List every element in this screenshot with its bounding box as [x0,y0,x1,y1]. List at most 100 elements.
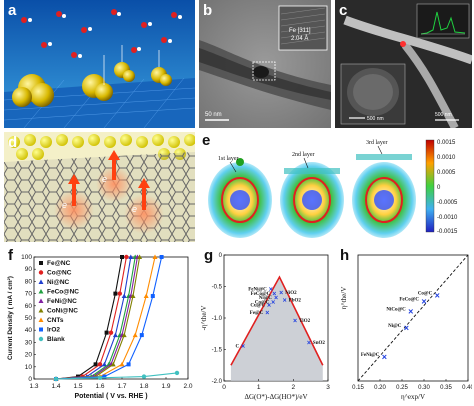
data-point-IrO2 [150,294,155,299]
volcano-fill [230,277,323,381]
inset-spacing-label: 2.04 Å [291,35,308,42]
zoom-box [252,61,276,81]
panel-c-spectrum-inset [416,3,470,39]
y-axis-label: -η^the/V [200,306,208,331]
legend-marker-Ni@NC [38,279,44,284]
series-line-Blank [55,372,178,380]
point-label-NiO2: NiO2 [285,291,297,296]
data-point-CoNi@NC [130,293,136,299]
legend-label-CNTs: CNTs [47,317,64,324]
y-tick-label: 40 [25,327,33,334]
colorbar-ticks: 0.0015 0.0010 0.0005 0 -0.0005 -0.0010 -… [437,140,458,235]
x-tick-label: 1.7 [117,383,126,390]
chart-g: 0 1 2 3 0 -0.5 -1.0 -1.5 -2.0 ΔG(O*)-ΔG(HO*)/eV -η… [200,253,330,401]
y-tick-label: -1.5 [212,348,223,354]
data-point-CoNi@NC [121,332,127,338]
point-label-Cu@C: Cu@C [250,303,265,308]
legend-marker-Fe@NC [39,261,43,265]
data-point-Fe@NC [113,291,118,296]
data-point-FeNi@C: × [382,352,387,362]
panel-a: a [4,0,195,128]
data-point-Fe@NC [120,255,124,259]
y-tick-label: 30 [25,339,33,346]
panel-f-label: f [8,247,13,264]
legend-label-Ni@NC: Ni@NC [47,279,70,286]
data-point-PbO2: × [283,297,287,304]
svg-text:0: 0 [437,185,441,191]
panel-d-label: d [8,134,18,151]
point-label-FeNi@C: FeNi@C [248,288,267,293]
x-axis-label: η^exp/V [401,393,425,401]
scale-bar-label: 50 nm [205,112,222,118]
x-axis-label: ΔG(O*)-ΔG(HO*)/eV [244,393,307,401]
y-tick-label: 70 [25,291,33,298]
cluster-layer-3 [352,154,416,238]
x-tick-label: 1.8 [139,383,148,390]
panel-a-scene [4,0,195,128]
data-point-Ni@NC [121,293,127,299]
x-tick-label: 0.25 [396,385,408,391]
x-tick-label: 0.20 [374,385,386,391]
x-axis-label: Potential ( V vs. RHE ) [74,393,147,400]
x-tick-label: 0.35 [440,385,452,391]
svg-text:0.0010: 0.0010 [437,155,456,161]
data-point-Co@NC [108,330,114,335]
data-point-IrO2 [159,255,164,259]
data-point-Co@NC [124,254,129,260]
data-point-Co@C: × [271,299,275,306]
x-tick-label: 1.9 [161,383,170,390]
panel-b-label: b [203,2,213,19]
svg-text:-0.0005: -0.0005 [437,200,458,206]
data-point-CNTs [119,361,125,367]
inset-scale-label: 500 nm [367,116,384,122]
x-tick-label: 0.30 [418,385,430,391]
data-point-Fe@NC [104,330,109,335]
data-point-Fe@C: × [265,310,269,317]
data-point-Fe@NC [93,362,98,367]
data-point-NiO2: × [279,290,283,297]
electron-label-1: e [102,174,107,184]
data-point-Ni@C: × [404,323,409,333]
panel-e-label: e [202,132,211,149]
panel-c-label: c [339,2,348,19]
x-tick-label: 3 [326,384,330,391]
data-point-IrO2 [102,374,107,379]
point-label-PbO2: PbO2 [289,298,302,303]
layer-label-2: 2nd layer [292,152,315,158]
legend-marker-IrO2 [39,327,43,332]
point-label-TiO2: TiO2 [299,319,311,324]
point-label-C: C [235,344,239,349]
data-point-CNTs [143,293,149,299]
data-point-Ni@C: × [274,295,278,302]
gold-clusters [12,62,172,107]
panel-d-scene: e e e [4,132,195,242]
volcano-line [230,275,324,366]
legend-marker-FeCo@NC [38,289,44,294]
data-point-CoNi@NC [110,361,116,367]
electron-label-2: e [62,200,67,210]
legend-label-IrO2: IrO2 [47,327,60,334]
legend-label-Fe@NC: Fe@NC [47,260,71,267]
point-label-Ni@C: Ni@C [259,296,273,301]
panel-h: 0.150.200.250.300.350.40η^exp/Vη^the/V×F… [336,245,472,406]
svg-text:0.0015: 0.0015 [437,140,456,146]
data-point-Blank [97,375,103,380]
y-tick-label: -2.0 [212,379,223,385]
x-tick-label: 1.3 [29,383,38,390]
panel-d: e e e d [4,132,195,242]
y-tick-label: 10 [25,364,33,371]
data-point-TiO2: × [293,318,297,325]
legend-marker-CoNi@NC [38,308,44,313]
data-point-Ni@NC [128,254,134,259]
y-tick-label: 60 [25,303,33,310]
data-point-IrO2 [126,362,131,367]
inset-lattice-label: Fe [311] [289,28,311,34]
data-point-FeCo@C: × [272,291,276,298]
panel-g-label: g [204,247,214,264]
y-tick-label: 20 [25,352,33,359]
x-tick-label: 1 [257,384,261,391]
main-scale-label: 500 nm [435,112,452,118]
x-tick-label: 0 [222,384,226,391]
legend-label-Co@NC: Co@NC [47,270,72,277]
panel-e: 1st layer 2nd layer 3rd layer 0.0015 0.0… [200,132,472,244]
